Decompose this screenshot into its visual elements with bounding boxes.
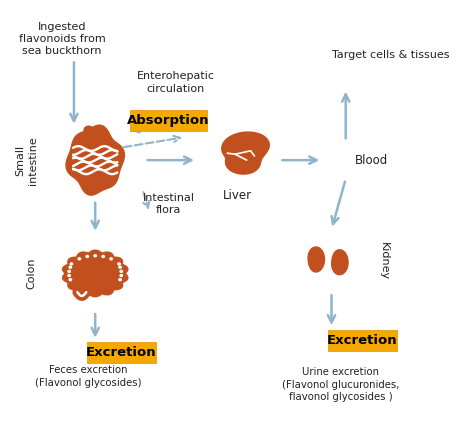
Polygon shape [222, 132, 269, 174]
Circle shape [68, 266, 73, 269]
FancyBboxPatch shape [328, 330, 397, 351]
Polygon shape [338, 257, 343, 264]
Circle shape [84, 126, 93, 134]
Circle shape [119, 269, 123, 273]
Text: Feces excretion
(Flavonol glycosides): Feces excretion (Flavonol glycosides) [35, 365, 141, 388]
Polygon shape [332, 250, 348, 274]
Text: Intestinal
flora: Intestinal flora [143, 193, 194, 216]
Polygon shape [66, 125, 124, 195]
Circle shape [67, 274, 71, 277]
Circle shape [70, 262, 73, 266]
FancyBboxPatch shape [130, 110, 207, 131]
Circle shape [118, 278, 122, 281]
Text: Colon: Colon [27, 258, 36, 289]
Circle shape [68, 278, 73, 281]
Text: Liver: Liver [222, 189, 252, 203]
Circle shape [85, 255, 89, 258]
Polygon shape [63, 250, 128, 297]
Text: Target cells & tissues: Target cells & tissues [332, 50, 449, 60]
Text: Kidney: Kidney [379, 242, 389, 280]
Circle shape [77, 257, 81, 261]
Circle shape [117, 262, 121, 266]
Text: Absorption: Absorption [127, 114, 210, 127]
Text: Excretion: Excretion [327, 334, 398, 347]
Text: Blood: Blood [355, 154, 388, 167]
Polygon shape [308, 247, 325, 272]
Circle shape [93, 254, 97, 258]
Circle shape [101, 255, 105, 258]
Circle shape [118, 266, 122, 269]
Text: Small
intestine: Small intestine [16, 136, 38, 184]
Text: Excretion: Excretion [86, 346, 156, 359]
Text: Ingested
flavonoids from
sea buckthorn: Ingested flavonoids from sea buckthorn [19, 21, 106, 56]
FancyBboxPatch shape [87, 342, 156, 363]
Text: Urine excretion
(Flavonol glucuronides,
flavonol glycosides ): Urine excretion (Flavonol glucuronides, … [283, 367, 400, 402]
Circle shape [119, 274, 123, 277]
Circle shape [109, 257, 113, 261]
Polygon shape [311, 257, 316, 264]
Circle shape [67, 269, 71, 273]
Text: Enterohepatic
circulation: Enterohepatic circulation [137, 71, 215, 94]
